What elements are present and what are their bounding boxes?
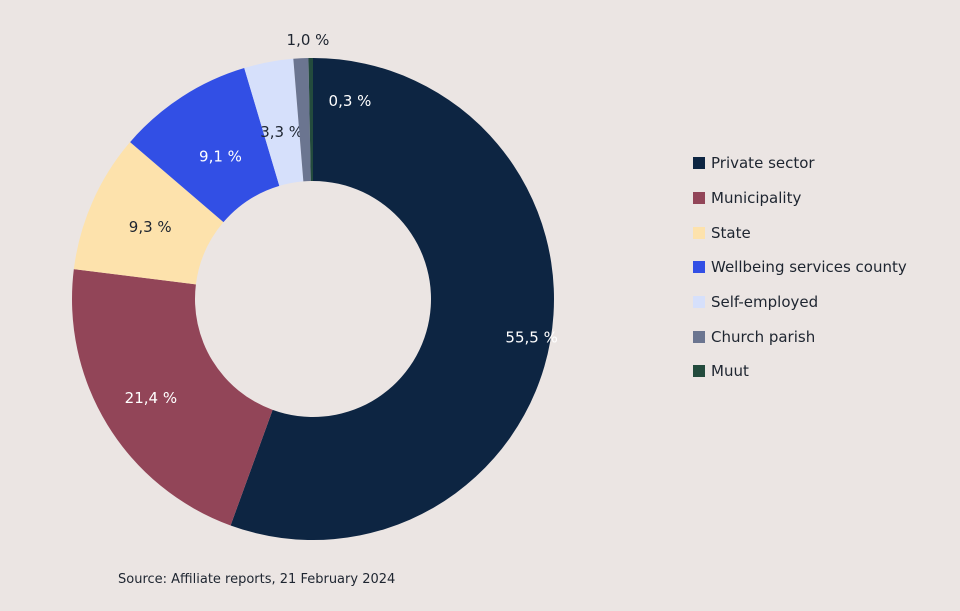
legend-item: Muut	[693, 354, 907, 389]
source-note: Source: Affiliate reports, 21 February 2…	[118, 572, 396, 587]
slice-muut	[308, 58, 313, 182]
legend-item: State	[693, 215, 907, 250]
legend-swatch	[693, 226, 705, 239]
data-label-wellbeing-services-county: 9,1 %	[199, 147, 242, 165]
legend-swatch	[693, 157, 705, 170]
slice-private-sector	[230, 58, 554, 540]
slice-self-employed	[244, 58, 304, 186]
data-label-self-employed: 3,3 %	[260, 123, 303, 141]
legend-label: State	[711, 223, 751, 242]
legend-item: Wellbeing services county	[693, 250, 907, 285]
legend-label: Muut	[711, 362, 749, 381]
chart-legend: Private sector Municipality State Wellbeing…	[693, 146, 907, 389]
data-label-municipality: 21,4 %	[125, 389, 177, 407]
legend-swatch	[693, 261, 705, 274]
legend-label: Municipality	[711, 189, 802, 208]
slice-church-parish	[293, 58, 311, 182]
slice-state	[73, 142, 224, 285]
legend-item: Self-employed	[693, 285, 907, 320]
legend-item: Private sector	[693, 146, 907, 181]
legend-swatch	[693, 330, 705, 343]
legend-swatch	[693, 192, 705, 205]
data-label-church-parish: 1,0 %	[287, 31, 330, 49]
legend-label: Self-employed	[711, 293, 819, 312]
slice-wellbeing-services-county	[130, 68, 280, 223]
legend-label: Private sector	[711, 154, 815, 173]
legend-swatch	[693, 296, 705, 309]
legend-item: Church parish	[693, 319, 907, 354]
data-label-private-sector: 55,5 %	[505, 329, 557, 347]
slice-municipality	[72, 269, 273, 526]
data-label-muut: 0,3 %	[329, 92, 372, 110]
legend-label: Wellbeing services county	[711, 258, 907, 277]
legend-swatch	[693, 365, 705, 378]
legend-item: Municipality	[693, 181, 907, 216]
data-label-state: 9,3 %	[129, 218, 172, 236]
legend-label: Church parish	[711, 327, 816, 346]
